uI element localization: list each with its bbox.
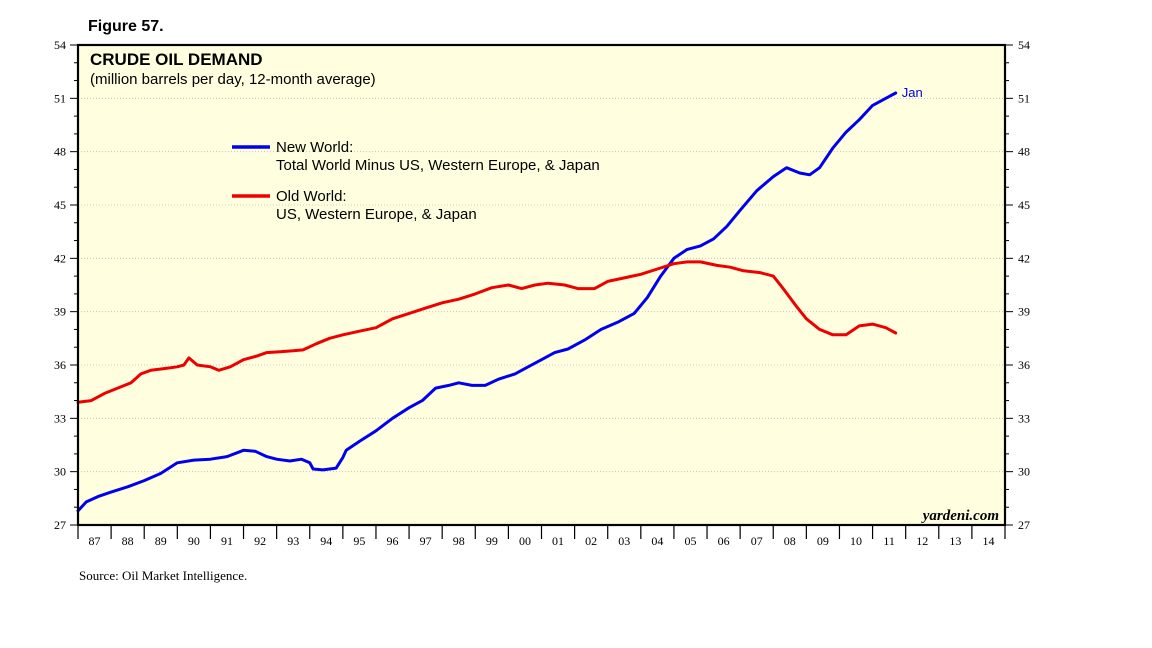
x-tick-label: 99 <box>486 534 498 548</box>
chart-title: CRUDE OIL DEMAND <box>90 50 263 69</box>
y-tick-label-right: 54 <box>1018 38 1030 52</box>
x-tick-label: 93 <box>287 534 299 548</box>
x-tick-label: 02 <box>585 534 597 548</box>
y-tick-label-left: 51 <box>54 91 66 105</box>
x-tick-label: 11 <box>883 534 895 548</box>
x-tick-label: 12 <box>916 534 928 548</box>
x-tick-label: 89 <box>155 534 167 548</box>
y-tick-label-left: 33 <box>54 411 66 425</box>
legend-label-new-world-detail: Total World Minus US, Western Europe, & … <box>276 157 600 174</box>
x-tick-label: 88 <box>122 534 134 548</box>
x-tick-label: 92 <box>254 534 266 548</box>
x-tick-label: 04 <box>651 534 663 548</box>
x-tick-label: 91 <box>221 534 233 548</box>
y-tick-label-left: 42 <box>54 251 66 265</box>
y-tick-label-right: 45 <box>1018 198 1030 212</box>
x-tick-label: 90 <box>188 534 200 548</box>
legend-label-old-world-detail: US, Western Europe, & Japan <box>276 206 477 223</box>
x-tick-label: 09 <box>817 534 829 548</box>
x-tick-label: 96 <box>387 534 399 548</box>
y-tick-label-left: 48 <box>54 145 66 159</box>
watermark: yardeni.com <box>921 508 999 524</box>
legend-label-new-world: New World: <box>276 139 353 156</box>
legend: New World: Total World Minus US, Western… <box>232 139 600 223</box>
legend-label-old-world: Old World: <box>276 188 347 205</box>
figure-label: Figure 57. <box>88 18 164 35</box>
x-tick-label: 98 <box>453 534 465 548</box>
series-line-old-world <box>76 260 898 404</box>
axes: 27 27 30 30 33 33 36 36 39 39 42 42 45 45 48 48 51 51 54 54… <box>54 38 1030 548</box>
y-tick-label-left: 27 <box>54 518 66 532</box>
x-tick-label: 87 <box>89 534 101 548</box>
y-tick-label-right: 42 <box>1018 251 1030 265</box>
x-tick-label: 14 <box>982 534 994 548</box>
x-tick-label: 95 <box>353 534 365 548</box>
x-tick-label: 01 <box>552 534 564 548</box>
y-tick-label-right: 51 <box>1018 91 1030 105</box>
y-tick-label-right: 48 <box>1018 145 1030 159</box>
chart-subtitle: (million barrels per day, 12-month avera… <box>90 71 376 88</box>
y-tick-label-left: 39 <box>54 305 66 319</box>
x-tick-label: 03 <box>618 534 630 548</box>
x-tick-label: 13 <box>949 534 961 548</box>
y-tick-label-right: 33 <box>1018 411 1030 425</box>
y-tick-label-left: 36 <box>54 358 66 372</box>
x-tick-label: 00 <box>519 534 531 548</box>
source-note: Source: Oil Market Intelligence. <box>79 568 247 583</box>
y-tick-label-right: 27 <box>1018 518 1030 532</box>
x-tick-label: 10 <box>850 534 862 548</box>
y-tick-label-right: 30 <box>1018 465 1030 479</box>
y-tick-label-left: 45 <box>54 198 66 212</box>
x-tick-label: 94 <box>320 534 332 548</box>
end-label-jan: Jan <box>902 85 923 100</box>
x-tick-label: 06 <box>718 534 730 548</box>
series-line-new-world <box>76 91 898 513</box>
x-tick-label: 97 <box>420 534 432 548</box>
y-tick-label-left: 54 <box>54 38 66 52</box>
series-layer <box>76 91 898 513</box>
y-tick-label-right: 36 <box>1018 358 1030 372</box>
x-tick-label: 05 <box>684 534 696 548</box>
y-tick-label-left: 30 <box>54 465 66 479</box>
x-tick-label: 07 <box>751 534 763 548</box>
y-tick-label-right: 39 <box>1018 305 1030 319</box>
x-tick-label: 08 <box>784 534 796 548</box>
